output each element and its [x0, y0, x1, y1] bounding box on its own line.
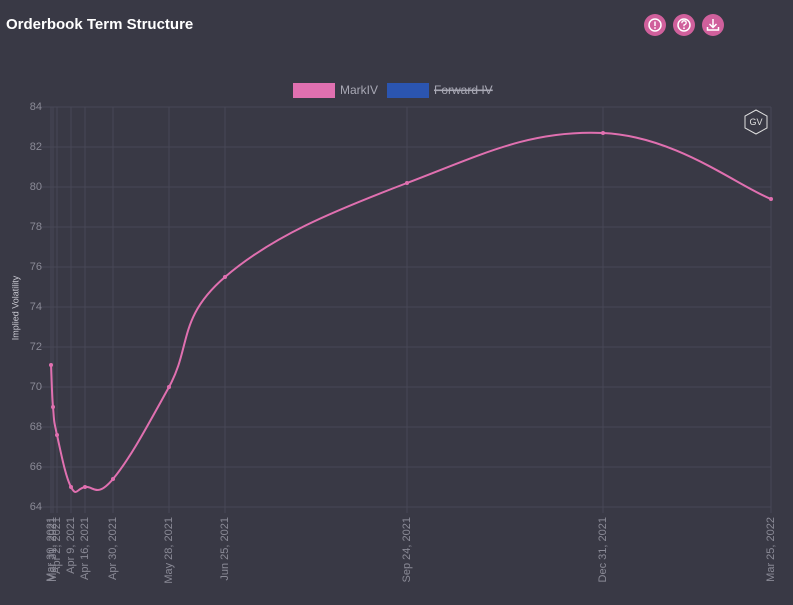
- y-tick-label: 76: [30, 261, 42, 273]
- y-tick-label: 66: [30, 461, 42, 473]
- info-button[interactable]: [644, 14, 666, 36]
- x-tick-label: May 28, 2021: [163, 517, 175, 584]
- chart-title: Orderbook Term Structure: [6, 16, 193, 33]
- y-tick-label: 74: [30, 301, 42, 313]
- x-tick-label: Apr 30, 2021: [107, 517, 119, 580]
- logo: GV: [744, 109, 768, 135]
- point: [49, 363, 53, 367]
- help-button[interactable]: [673, 14, 695, 36]
- point: [405, 181, 409, 185]
- legend-swatch: [387, 83, 429, 98]
- x-tick-label: Dec 31, 2021: [597, 517, 609, 582]
- legend-swatch: [293, 83, 335, 98]
- point: [55, 433, 59, 437]
- y-tick-label: 78: [30, 221, 42, 233]
- y-tick-label: 80: [30, 181, 42, 193]
- point: [769, 197, 773, 201]
- y-tick-label: 72: [30, 341, 42, 353]
- download-button[interactable]: [702, 14, 724, 36]
- x-tick-label: Sep 24, 2021: [401, 517, 413, 582]
- point: [601, 131, 605, 135]
- x-tick-label: Jun 25, 2021: [219, 517, 231, 581]
- y-tick-label: 68: [30, 421, 42, 433]
- point: [111, 477, 115, 481]
- x-tick-label: Apr 2, 2021: [51, 517, 63, 574]
- y-tick-label: 84: [30, 101, 42, 113]
- point: [167, 385, 171, 389]
- x-tick-label: Apr 16, 2021: [79, 517, 91, 580]
- y-tick-label: 70: [30, 381, 42, 393]
- x-tick-label: Apr 9, 2021: [65, 517, 77, 574]
- x-tick-label: Mar 25, 2022: [765, 517, 777, 582]
- x-tick-label: Mar 30, 2021: [45, 517, 57, 582]
- x-tick-label: Mar 31, 2021: [47, 517, 59, 582]
- legend-label[interactable]: MarkIV: [340, 83, 378, 97]
- point: [69, 485, 73, 489]
- legend: MarkIV Forward IV: [293, 83, 493, 98]
- point: [51, 405, 55, 409]
- y-tick-label: 82: [30, 141, 42, 153]
- point: [83, 485, 87, 489]
- y-tick-label: 64: [30, 501, 42, 513]
- point: [223, 275, 227, 279]
- y-axis-label: Implied Volatility: [10, 275, 20, 340]
- logo-text: GV: [749, 117, 762, 127]
